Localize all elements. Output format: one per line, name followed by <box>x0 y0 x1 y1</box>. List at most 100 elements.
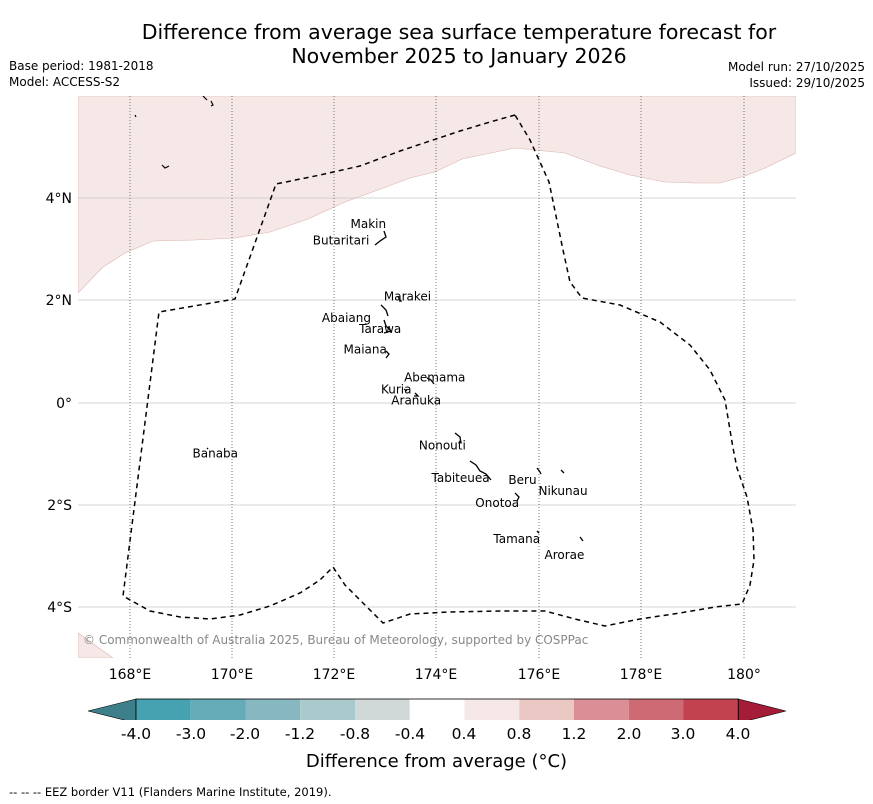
lat-label-2s: 2°S <box>47 498 72 514</box>
island-shape-kuria <box>403 388 408 392</box>
cb-tick-1: -3.0 <box>175 725 207 743</box>
island-shape-marakei <box>397 296 403 302</box>
coast-fragment-4 <box>161 164 170 169</box>
island-label-butaritari: Butaritari <box>313 234 370 248</box>
lon-label-172e: 172°E <box>313 667 356 683</box>
title-line-1: Difference from average sea surface temp… <box>141 20 777 44</box>
colorbar-segment-8 <box>519 699 574 720</box>
island-shape-onotoa <box>514 492 520 502</box>
lon-label-178e: 178°E <box>620 667 663 683</box>
island-shape-tabiteuea <box>469 460 492 481</box>
colorbar-title: Difference from average (°C) <box>305 751 568 772</box>
island-label-nonouti: Nonouti <box>419 438 466 452</box>
colorbar-segment-9 <box>574 699 629 720</box>
colorbar-extend-low <box>87 698 137 720</box>
cb-tick-2: -2.0 <box>229 725 261 743</box>
colorbar-outline <box>135 698 739 720</box>
cb-tick-11: 4.0 <box>725 725 751 743</box>
gridlines <box>78 197 796 608</box>
island-shape-beru <box>536 467 542 475</box>
coast-fragment-3 <box>210 100 214 107</box>
island-label-beru: Beru <box>508 473 536 487</box>
lon-label-174e: 174°E <box>415 667 458 683</box>
base-period: Base period: 1981-2018 <box>9 59 154 73</box>
chart-title: Difference from average sea surface temp… <box>0 20 873 68</box>
longitude-labels: 168°E 170°E 172°E 174°E 176°E 178°E 180° <box>109 667 761 683</box>
cb-tick-9: 2.0 <box>616 725 642 743</box>
island-label-nikunau: Nikunau <box>539 484 588 498</box>
meta-left: Base period: 1981-2018 Model: ACCESS-S2 <box>9 58 154 90</box>
island-label-kuria: Kuria <box>381 383 412 397</box>
eez-border <box>122 114 755 627</box>
island-shape-makin <box>374 230 387 246</box>
lat-label-0: 0° <box>56 396 72 412</box>
island-label-tarawa: Tarawa <box>358 322 401 336</box>
island-label-aranuka: Aranuka <box>391 393 441 407</box>
island-label-banaba: Banaba <box>193 447 239 461</box>
colorbar-segment-4 <box>300 699 355 720</box>
island-label-abaiang: Abaiang <box>322 311 371 325</box>
island-label-maiana: Maiana <box>344 342 387 356</box>
meridians <box>129 96 745 658</box>
cb-tick-7: 0.8 <box>506 725 532 743</box>
warm-anomaly-region-north <box>78 96 796 294</box>
island-shape-nonouti <box>454 432 462 444</box>
warm-anomaly-region-south <box>78 632 114 658</box>
island-shape-tamana <box>536 530 540 534</box>
coastline-fragments <box>134 96 214 169</box>
colorbar-segment-7 <box>464 699 520 720</box>
lon-label-176e: 176°E <box>518 667 561 683</box>
colorbar <box>87 698 787 720</box>
island-shapes <box>206 230 584 542</box>
latitude-labels: 4°N 2°N 0° 2°S 4°S <box>46 191 73 616</box>
cb-tick-6: 0.4 <box>451 725 477 743</box>
title-line-2: November 2025 to January 2026 <box>291 44 627 68</box>
colorbar-segment-5 <box>355 699 410 720</box>
cb-tick-8: 1.2 <box>561 725 587 743</box>
lon-label-170e: 170°E <box>211 667 254 683</box>
island-shape-abemama <box>426 377 435 385</box>
colorbar-segment-6 <box>409 699 465 720</box>
island-label-makin: Makin <box>351 217 387 231</box>
meta-right: Model run: 27/10/2025 Issued: 29/10/2025 <box>728 59 865 91</box>
island-shape-maiana <box>385 350 390 359</box>
island-label-arorae: Arorae <box>545 548 585 562</box>
model-name: Model: ACCESS-S2 <box>9 75 121 89</box>
model-run: Model run: 27/10/2025 <box>727 60 865 74</box>
colorbar-segment-3 <box>245 699 301 720</box>
eez-footnote: -- -- -- EEZ border V11 (Flanders Marine… <box>9 785 332 799</box>
lon-label-168e: 168°E <box>109 667 152 683</box>
island-label-tabiteuea: Tabiteuea <box>431 471 490 485</box>
island-shape-nikunau <box>560 469 565 474</box>
island-shape-arorae <box>579 536 584 542</box>
cb-tick-4: -0.8 <box>339 725 371 743</box>
coast-fragment-1 <box>134 114 137 118</box>
lat-label-4n: 4°N <box>46 191 72 207</box>
lat-label-2n: 2°N <box>46 293 72 309</box>
colorbar-segment-11 <box>683 699 739 720</box>
island-label-abemama: Abemama <box>404 371 465 385</box>
cb-tick-0: -4.0 <box>120 725 152 743</box>
issued-date: Issued: 29/10/2025 <box>749 76 865 90</box>
colorbar-segment-1 <box>136 699 191 720</box>
coast-fragment-2 <box>202 96 208 101</box>
island-shape-tarawa <box>383 319 393 334</box>
island-shape-abaiang <box>380 304 389 317</box>
colorbar-extend-high <box>737 698 787 720</box>
cb-tick-5: -0.4 <box>394 725 426 743</box>
colorbar-segment-10 <box>628 699 684 720</box>
island-shape-banaba <box>206 447 209 450</box>
island-label-onotoa: Onotoa <box>475 496 519 510</box>
cb-tick-10: 3.0 <box>670 725 696 743</box>
copyright-notice: © Commonwealth of Australia 2025, Bureau… <box>83 633 588 647</box>
colorbar-segment-2 <box>190 699 246 720</box>
cb-tick-3: -1.2 <box>284 725 316 743</box>
island-shape-aranuka <box>414 392 420 397</box>
island-label-marakei: Marakei <box>384 290 431 304</box>
island-label-tamana: Tamana <box>492 532 540 546</box>
eez-boundary-gilbert-islands <box>122 114 755 627</box>
lon-label-180: 180° <box>727 667 761 683</box>
